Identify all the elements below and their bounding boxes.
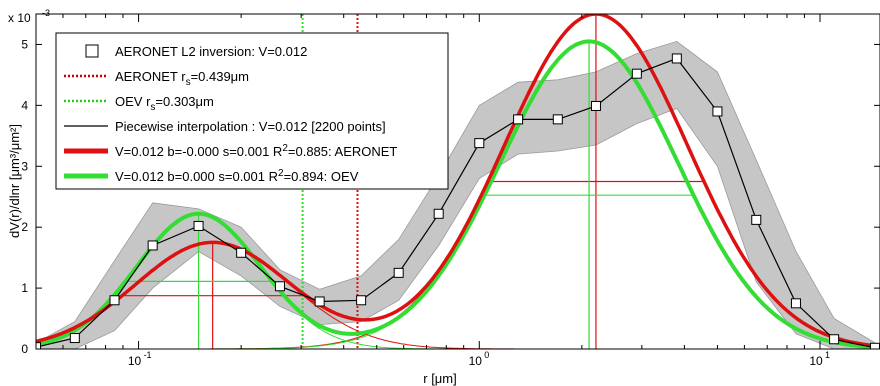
- aeronet-point: [433, 208, 444, 219]
- aeronet-point: [36, 342, 41, 349]
- y-tick-label: 5: [21, 37, 28, 51]
- y-multiplier: x 10 -3: [8, 8, 50, 25]
- aeronet-point: [552, 114, 563, 125]
- aeronet-point: [69, 333, 80, 344]
- aeronet-point: [513, 114, 524, 125]
- aeronet-point: [751, 214, 762, 225]
- aeronet-point: [314, 296, 325, 307]
- aeronet-point: [712, 106, 723, 117]
- legend-entry-text: Piecewise interpolation : V=0.012 [2200 …: [115, 119, 386, 134]
- y-multiplier-exponent: -3: [42, 8, 50, 18]
- x-axis-title: r [μm]: [423, 371, 456, 386]
- aeronet-total-fit-curve: [36, 14, 880, 348]
- aeronet-point: [474, 138, 485, 149]
- aeronet-point: [356, 295, 367, 306]
- y-axis-title: dV(r)/dlnr [μm³/μm²]: [7, 124, 22, 238]
- legend-entry-text: AERONET rs=0.439μm: [115, 69, 249, 88]
- aeronet-point: [274, 281, 285, 292]
- legend-marker-square: [85, 44, 99, 58]
- aeronet-point: [869, 342, 880, 349]
- legend-box: [55, 32, 449, 190]
- y-tick-label: 2: [21, 220, 28, 234]
- aeronet-points-layer: [36, 53, 880, 349]
- aeronet-point: [631, 68, 642, 79]
- mode-guide-lines-layer: [122, 14, 704, 349]
- aeronet-point: [590, 100, 601, 111]
- aeronet-point: [193, 220, 204, 231]
- x-tick-label-exponent: -1: [144, 350, 152, 360]
- legend: AERONET L2 inversion: V=0.012 AERONET rs=…: [55, 32, 449, 190]
- y-tick-label: 4: [21, 98, 28, 112]
- aeronet-point: [236, 247, 247, 258]
- x-tick-label-base: 10: [809, 354, 823, 368]
- y-tick-label: 0: [21, 342, 28, 356]
- aeronet-point: [829, 334, 840, 345]
- y-tick-label: 1: [21, 281, 28, 295]
- legend-entry-text: V=0.012 b=0.000 s=0.001 R2=0.894: OEV: [115, 168, 359, 184]
- piecewise-interpolation-line: [36, 57, 876, 349]
- aeronet-point: [671, 53, 682, 64]
- x-tick-label-base: 10: [469, 354, 483, 368]
- aeronet-point: [147, 240, 158, 251]
- aeronet-point: [790, 298, 801, 309]
- legend-entry-text: OEV rs=0.303μm: [115, 94, 214, 113]
- x-tick-label-base: 10: [128, 354, 142, 368]
- uncertainty-band-layer: [36, 40, 876, 349]
- y-multiplier-label: x 10: [8, 11, 31, 25]
- x-tick-label-exponent: 0: [484, 350, 489, 360]
- legend-entry-text: AERONET L2 inversion: V=0.012: [115, 44, 307, 59]
- plot-frame: [35, 13, 880, 350]
- aeronet-point: [109, 295, 120, 306]
- uncertainty-band: [36, 40, 876, 349]
- oev-total-fit-curve: [36, 39, 880, 349]
- y-tick-label: 3: [21, 159, 28, 173]
- aeronet-point: [393, 267, 404, 278]
- fit-curves-layer: [36, 14, 880, 349]
- legend-entry-text: V=0.012 b=-0.000 s=0.001 R2=0.885: AERON…: [115, 143, 397, 159]
- x-tick-label-exponent: 1: [825, 350, 830, 360]
